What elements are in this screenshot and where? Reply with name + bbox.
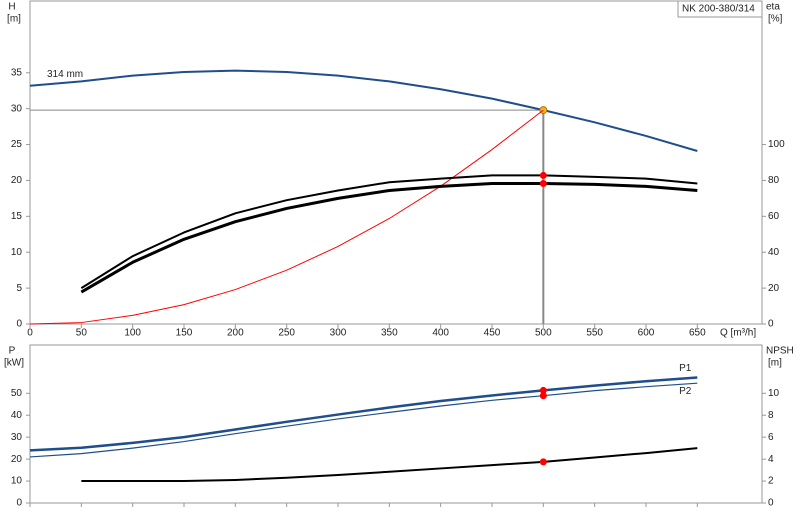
y2-tick-label: 0	[768, 319, 774, 330]
y-tick-label: 0	[16, 498, 22, 509]
y2-tick-label: 8	[768, 410, 774, 421]
y-tick-label: 30	[11, 432, 23, 443]
y-tick-label: 35	[11, 67, 23, 78]
curve	[29, 69, 698, 152]
y-tick-label: 20	[11, 175, 23, 186]
y2-tick-label: 4	[768, 454, 774, 465]
y-tick-label: 10	[11, 476, 23, 487]
y-tick-label: 25	[11, 139, 23, 150]
operating-marker	[539, 458, 547, 466]
curve	[29, 376, 698, 452]
operating-marker	[539, 171, 547, 179]
y-tick-label: 10	[11, 247, 23, 258]
x-tick-label: 350	[381, 328, 398, 339]
x-tick-label: 650	[689, 328, 706, 339]
y2-axis-title: NPSH	[766, 346, 794, 357]
model-label: NK 200-380/314	[682, 4, 755, 15]
y-tick-label: 20	[11, 454, 23, 465]
y-axis-title: H	[8, 2, 15, 13]
x-tick-label: 550	[586, 328, 603, 339]
x-tick-label: 450	[484, 328, 501, 339]
y-tick-label: 40	[11, 410, 23, 421]
y2-tick-label: 6	[768, 432, 774, 443]
x-tick-label: 400	[432, 328, 449, 339]
x-tick-label: 200	[227, 328, 244, 339]
y2-tick-label: 100	[768, 139, 785, 150]
y-tick-label: 0	[16, 319, 22, 330]
operating-marker	[539, 392, 547, 400]
series-label: 314 mm	[47, 69, 83, 80]
x-tick-label: 0	[27, 328, 33, 339]
model-box	[677, 0, 763, 18]
curve	[29, 109, 544, 325]
x-tick-label: 100	[124, 328, 141, 339]
y-axis-unit: [m]	[7, 14, 21, 25]
y2-tick-label: 20	[768, 283, 780, 294]
x-tick-label: 50	[76, 328, 88, 339]
y-axis-unit: [kW]	[4, 358, 24, 369]
x-tick-label: 250	[278, 328, 295, 339]
x-tick-label: 500	[535, 328, 552, 339]
y-tick-label: 15	[11, 211, 23, 222]
operating-marker	[539, 179, 547, 187]
y2-tick-label: 2	[768, 476, 774, 487]
curve	[80, 181, 698, 294]
curve	[29, 382, 698, 458]
series-label: P2	[679, 386, 692, 397]
y2-axis-unit: [%]	[768, 14, 783, 25]
x-tick-label: 600	[638, 328, 655, 339]
y-tick-label: 30	[11, 103, 23, 114]
y2-tick-label: 80	[768, 175, 780, 186]
y-axis-title: P	[9, 346, 16, 357]
y2-tick-label: 0	[768, 498, 774, 509]
x-tick-label: 300	[330, 328, 347, 339]
y2-axis-unit: [m]	[768, 358, 782, 369]
y2-axis-title: eta	[766, 2, 780, 13]
curve	[80, 174, 698, 289]
x-tick-label: 150	[176, 328, 193, 339]
series-label: P1	[679, 363, 692, 374]
x-axis-title: Q [m³/h]	[720, 328, 756, 339]
plot-frame	[29, 344, 763, 504]
operating-marker	[539, 386, 547, 394]
plot-frame	[29, 0, 763, 325]
y2-tick-label: 10	[768, 388, 780, 399]
y-tick-label: 5	[16, 283, 22, 294]
curve	[81, 447, 698, 483]
y2-tick-label: 60	[768, 211, 780, 222]
y-tick-label: 50	[11, 388, 23, 399]
y2-tick-label: 40	[768, 247, 780, 258]
